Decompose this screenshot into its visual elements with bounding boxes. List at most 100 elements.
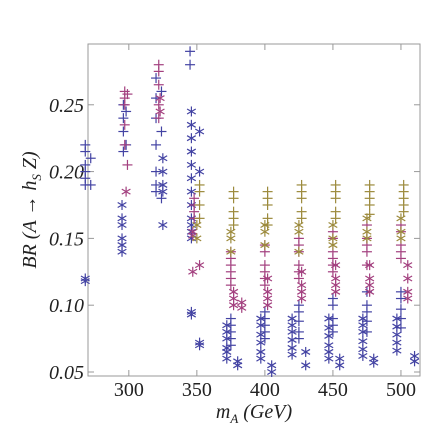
point <box>194 126 205 137</box>
point <box>192 233 202 244</box>
point <box>369 357 379 368</box>
point <box>365 260 375 271</box>
point <box>259 333 270 344</box>
point <box>301 360 311 371</box>
point <box>361 306 372 317</box>
point <box>294 246 304 257</box>
point <box>80 146 91 157</box>
point <box>121 106 132 117</box>
point <box>185 59 196 70</box>
point <box>155 93 165 104</box>
x-tick-label: 500 <box>386 379 416 401</box>
point <box>226 246 236 257</box>
point <box>194 199 205 210</box>
point <box>330 193 341 204</box>
point <box>324 313 334 324</box>
point <box>118 113 129 124</box>
point <box>328 240 338 251</box>
point <box>156 126 167 137</box>
point <box>362 213 372 224</box>
point <box>222 353 232 364</box>
point <box>151 186 162 197</box>
point <box>256 337 266 348</box>
point <box>225 280 236 291</box>
point <box>260 240 270 251</box>
point <box>396 233 406 244</box>
point <box>228 220 239 231</box>
point <box>194 213 205 224</box>
point <box>186 173 197 184</box>
point <box>330 213 341 224</box>
point <box>151 139 162 150</box>
point <box>158 166 168 177</box>
point <box>233 360 243 371</box>
point <box>122 89 133 100</box>
point <box>398 206 409 217</box>
point <box>153 66 164 77</box>
point <box>85 179 96 190</box>
point <box>260 226 270 237</box>
point <box>186 119 197 130</box>
point <box>186 159 197 170</box>
point <box>327 266 338 277</box>
point <box>194 260 205 271</box>
y-axis-label: BR (A → hS Z) <box>19 151 44 269</box>
point <box>395 304 406 315</box>
point <box>118 146 129 157</box>
x-tick-label: 300 <box>114 379 144 401</box>
point <box>364 209 375 220</box>
y-label-part: Z) <box>19 151 41 174</box>
x-tick-label: 450 <box>318 379 348 401</box>
point <box>118 126 129 137</box>
point <box>395 253 406 264</box>
point <box>228 193 239 204</box>
point <box>294 226 304 237</box>
point <box>156 193 167 204</box>
point <box>155 106 165 117</box>
point <box>256 353 266 364</box>
point <box>396 213 406 224</box>
point <box>117 199 127 210</box>
point <box>192 220 202 231</box>
y-tick-label: 0.25 <box>49 95 84 117</box>
x-label-part: m <box>216 401 230 423</box>
point <box>194 340 205 351</box>
point <box>262 273 273 284</box>
point <box>158 153 168 164</box>
point <box>361 246 372 257</box>
x-label-part: (GeV) <box>238 401 292 423</box>
y-tick-label: 0.15 <box>49 228 84 250</box>
point <box>262 199 273 210</box>
point <box>117 246 127 257</box>
point <box>259 280 270 291</box>
point <box>151 73 162 84</box>
point <box>119 99 130 110</box>
point <box>296 266 307 277</box>
point <box>403 273 413 284</box>
point <box>226 233 236 244</box>
point <box>293 316 304 327</box>
point <box>158 186 168 197</box>
point <box>392 345 402 356</box>
point <box>153 79 164 90</box>
point <box>365 286 375 297</box>
point <box>80 166 91 177</box>
point <box>186 309 197 320</box>
point <box>194 186 205 197</box>
y-label-sub: S <box>29 174 44 181</box>
x-tick-label: 400 <box>250 379 280 401</box>
point <box>287 349 297 360</box>
point <box>403 260 413 271</box>
point <box>122 159 133 170</box>
point <box>185 46 196 57</box>
point <box>262 300 273 311</box>
point <box>228 300 239 311</box>
point <box>296 213 307 224</box>
point <box>358 350 368 361</box>
point <box>324 330 334 341</box>
point <box>409 356 420 367</box>
y-tick-label: 0.05 <box>49 362 84 384</box>
point <box>158 220 168 231</box>
point <box>188 266 198 277</box>
